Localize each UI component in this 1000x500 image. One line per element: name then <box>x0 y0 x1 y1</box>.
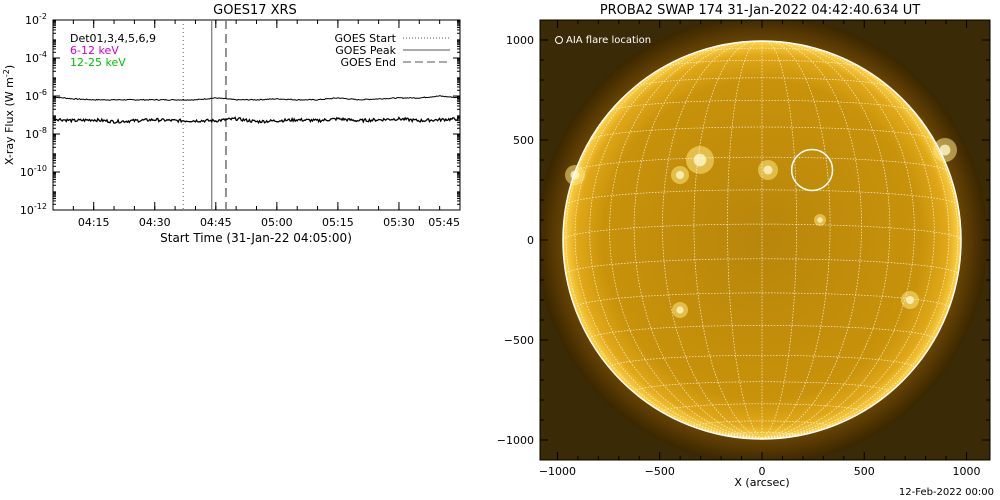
longitude-line <box>761 40 831 439</box>
latitude-line <box>633 381 891 393</box>
x-tick-label: 05:30 <box>383 216 415 229</box>
active-region-core-1 <box>675 170 685 180</box>
longitude-line <box>761 40 797 439</box>
flux-series <box>52 95 461 125</box>
y-tick-label: 0 <box>527 234 534 247</box>
y-tick-label: −1000 <box>497 434 534 447</box>
x-tick-label: 05:15 <box>322 216 354 229</box>
flare-legend-icon <box>555 36 563 44</box>
y-tick-label: 10-12 <box>20 202 47 217</box>
swap-solar-image-chart: PROBA2 SWAP 174 31-Jan-2022 04:42:40.634… <box>497 3 991 489</box>
longitude-line <box>565 61 763 439</box>
x-tick-label: 0 <box>759 465 766 478</box>
legend: GOES Start GOES Peak GOES End <box>335 32 450 69</box>
longitude-line <box>727 40 763 439</box>
image-title: PROBA2 SWAP 174 31-Jan-2022 04:42:40.634… <box>600 3 920 18</box>
longitude-line <box>761 42 915 439</box>
active-region-core-5 <box>676 306 684 314</box>
y-tick-label: −500 <box>504 334 534 347</box>
detector-label: Det01,3,4,5,6,9 <box>70 32 156 45</box>
flux-series-line-1 <box>52 116 461 125</box>
x-tick-label: 1000 <box>953 465 981 478</box>
legend-peak-label: GOES Peak <box>335 44 396 57</box>
active-region-core-6 <box>905 295 915 305</box>
active-regions <box>565 138 957 318</box>
y-axis-label-close: ) <box>3 65 16 69</box>
x-tick-label: 04:15 <box>78 216 110 229</box>
latitude-line <box>696 47 828 53</box>
x-tick-label: 04:45 <box>200 216 232 229</box>
active-region-core-2 <box>763 165 773 175</box>
x-axis-label: Start Time (31-Jan-22 04:05:00) <box>160 231 352 245</box>
legend-end-label: GOES End <box>340 56 396 69</box>
longitude-line <box>761 40 862 439</box>
flare-location-marker <box>790 148 834 192</box>
y-tick-label: 10-4 <box>25 50 47 65</box>
y-tick-label: 10-8 <box>25 126 47 141</box>
goes-xrs-chart: GOES17 XRS 10-12 10-10 10-8 10-6 10-4 10-2 04… <box>2 3 461 245</box>
energy-band-low-label: 6-12 keV <box>70 44 119 57</box>
y-tick-label: 1000 <box>506 34 534 47</box>
latitude-line <box>566 189 958 205</box>
y-axis-label-sup: -2 <box>2 69 11 77</box>
y-axis-ticks: 10-12 10-10 10-8 10-6 10-4 10-2 <box>20 12 460 217</box>
legend-start-label: GOES Start <box>335 32 397 45</box>
solar-limb <box>562 40 962 440</box>
x-axis-ticks: 04:15 04:30 04:45 05:00 05:15 05:30 05:45 <box>52 20 461 229</box>
longitude-line <box>662 40 763 439</box>
latitude-line <box>663 59 861 68</box>
flux-series-line-0 <box>53 95 461 101</box>
longitude-line <box>761 46 950 439</box>
active-region-core-3 <box>939 144 951 156</box>
generation-timestamp: 12-Feb-2022 00:00 <box>898 487 994 498</box>
latitude-line <box>609 354 915 368</box>
longitude-line <box>574 46 763 439</box>
x-tick-label: −1000 <box>539 465 576 478</box>
event-lines <box>182 20 227 210</box>
energy-band-high-label: 12-25 keV <box>70 56 126 69</box>
y-axis-label-main: X-ray Flux (W m <box>3 77 16 165</box>
active-region-core-0 <box>693 153 707 167</box>
longitude-line <box>609 42 763 439</box>
chart-title: GOES17 XRS <box>213 3 297 18</box>
y-tick-label: 500 <box>513 134 534 147</box>
y-tick-label: 10-10 <box>20 164 47 179</box>
y-axis-label: X-ray Flux (W m-2) <box>2 65 16 165</box>
active-region-core-7 <box>817 217 823 223</box>
x-tick-label: 500 <box>854 465 875 478</box>
latitude-line <box>589 126 935 141</box>
x-axis-ticks: −1000 −500 0 500 1000 <box>539 20 981 478</box>
x-tick-label: 05:00 <box>261 216 293 229</box>
x-tick-label: 04:30 <box>139 216 171 229</box>
x-axis-label: X (arcsec) <box>734 476 789 489</box>
latitude-line <box>662 403 862 412</box>
longitude-line <box>693 40 763 439</box>
heliographic-grid <box>562 40 962 439</box>
y-tick-label: 10-6 <box>25 88 47 103</box>
latitude-line <box>634 77 890 88</box>
x-tick-label: 05:45 <box>428 216 460 229</box>
flare-legend-label: AIA flare location <box>566 35 651 46</box>
y-tick-label: 10-2 <box>25 12 47 27</box>
y-axis-ticks: −1000 −500 0 500 1000 <box>497 34 990 447</box>
longitude-line <box>761 61 959 439</box>
x-tick-label: −500 <box>645 465 675 478</box>
detector-labels: Det01,3,4,5,6,9 6-12 keV 12-25 keV <box>70 32 156 69</box>
